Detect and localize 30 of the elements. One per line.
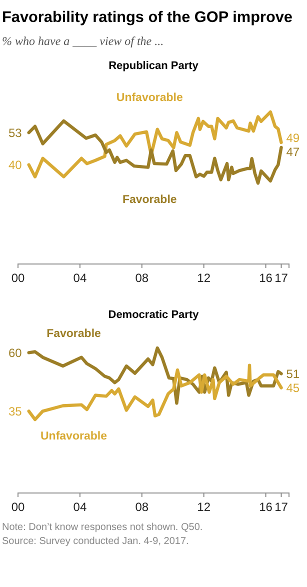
x-tick-label: 17 — [274, 270, 288, 285]
data-label: 60 — [8, 346, 22, 360]
data-label: 47 — [286, 145, 300, 160]
legend-title: Democratic Party — [108, 309, 200, 321]
data-label: 49 — [286, 131, 300, 146]
source-note: Source: Survey conducted Jan. 4-9, 2017. — [2, 536, 189, 547]
x-tick-label: 16 — [259, 500, 273, 514]
data-label: 35 — [8, 404, 22, 418]
series-label: Unfavorable — [116, 92, 183, 104]
x-tick-label: 17 — [274, 500, 288, 514]
series-label: Unfavorable — [40, 430, 107, 443]
x-tick-label: 00 — [11, 270, 25, 285]
x-tick-label: 16 — [259, 270, 273, 285]
data-label: 40 — [8, 158, 22, 172]
legend-title: Republican Party — [108, 60, 200, 72]
data-label: 51 — [286, 366, 300, 381]
data-label: 53 — [8, 126, 22, 140]
text: Note: Don’t know responses not shown. Q50. — [2, 522, 203, 533]
x-tick-label: 04 — [73, 500, 87, 514]
x-tick-label: 04 — [73, 270, 87, 285]
chart-title: Favorability ratings of the GOP improve — [2, 9, 293, 26]
x-tick-label: 12 — [197, 270, 211, 285]
series-label: Favorable — [46, 328, 101, 340]
chart-subtitle: % who have a ____ view of the ... — [2, 34, 164, 48]
x-tick-label: 00 — [11, 500, 25, 514]
x-tick-label: 12 — [197, 500, 211, 514]
text: Favorable — [122, 194, 177, 206]
x-tick-label: 08 — [135, 270, 149, 285]
data-label: 45 — [286, 380, 300, 395]
x-tick-label: 08 — [135, 500, 149, 514]
